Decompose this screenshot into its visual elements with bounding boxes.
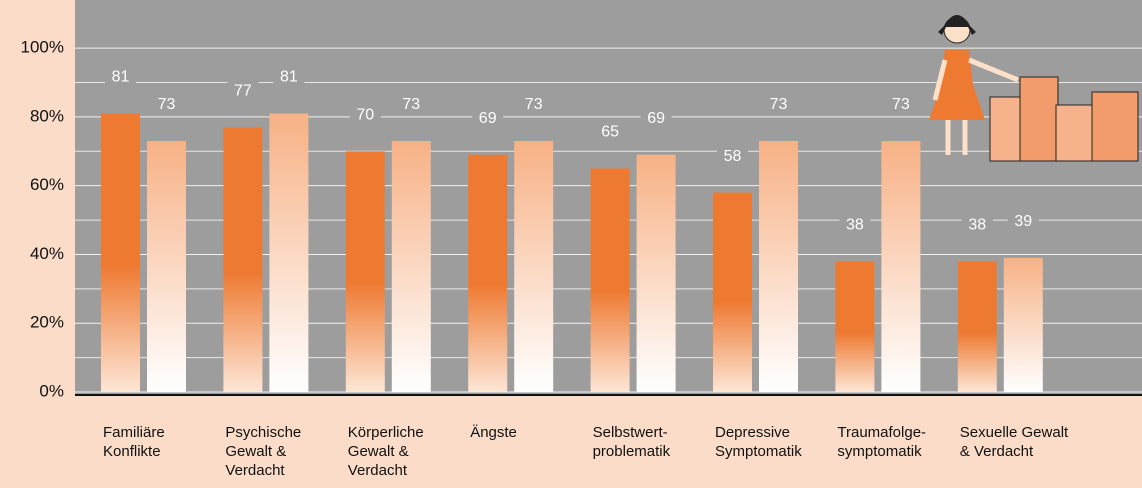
value-label-bg [472, 108, 504, 129]
x-tick-label: Körperliche [348, 424, 424, 441]
value-label: 73 [770, 96, 788, 113]
value-label: 77 [234, 82, 252, 99]
bar [759, 140, 798, 392]
x-tick-label: Ängste [470, 424, 517, 441]
bar [468, 154, 508, 392]
value-label: 81 [112, 69, 130, 86]
value-label: 38 [968, 217, 986, 234]
x-tick-label: Psychische [225, 424, 301, 441]
value-label-bg [1007, 211, 1039, 232]
value-label-bg [151, 94, 182, 115]
y-tick-label: 40% [30, 244, 64, 263]
value-label-bg [518, 94, 550, 115]
bar [713, 192, 752, 392]
x-tick-label: Selbstwert- [593, 424, 668, 441]
x-tick-label: Konflikte [103, 443, 161, 460]
value-label-bg [885, 94, 917, 115]
bar [269, 113, 309, 392]
x-tick-label: & Verdacht [960, 443, 1034, 460]
value-label-bg [105, 67, 136, 88]
value-label: 38 [846, 217, 864, 234]
illustration [929, 15, 1139, 162]
bar [881, 140, 921, 392]
value-label: 70 [356, 107, 374, 124]
x-tick-label: Verdacht [225, 462, 285, 479]
bar [636, 154, 676, 392]
value-label: 69 [647, 110, 665, 127]
x-tick-label: Familiäre [103, 424, 165, 441]
y-tick-label: 100% [21, 38, 64, 57]
value-label-bg [349, 105, 381, 126]
y-tick-label: 0% [39, 381, 64, 400]
x-tick-label: Symptomatik [715, 443, 802, 460]
bar [147, 140, 186, 392]
x-tick-label: Traumafolge- [837, 424, 926, 441]
bar [590, 168, 630, 392]
value-label-bg [594, 122, 626, 143]
value-label-bg [839, 215, 871, 236]
x-tick-label: problematik [593, 443, 671, 460]
bar [391, 140, 431, 392]
value-label: 58 [724, 148, 742, 165]
bar [101, 113, 140, 392]
x-tick-label: symptomatik [837, 443, 922, 460]
y-tick-label: 20% [30, 313, 64, 332]
x-tick-label: Gewalt & [225, 443, 286, 460]
bar [1003, 257, 1043, 392]
value-label-bg [763, 94, 794, 115]
value-label-bg [395, 94, 427, 115]
x-tick-label: Sexuelle Gewalt [960, 424, 1069, 441]
value-label-bg [961, 215, 993, 236]
x-tick-label: Verdacht [348, 462, 408, 479]
value-label: 73 [892, 96, 910, 113]
y-tick-label: 60% [30, 175, 64, 194]
value-label: 69 [479, 110, 497, 127]
value-label-bg [273, 67, 305, 88]
x-tick-label: Depressive [715, 424, 790, 441]
bar [957, 261, 997, 392]
value-label-bg [640, 108, 672, 129]
value-label: 39 [1014, 213, 1032, 230]
value-label: 81 [280, 69, 298, 86]
value-label: 65 [601, 124, 619, 141]
value-label: 73 [525, 96, 543, 113]
y-tick-label: 80% [30, 106, 64, 125]
bar [514, 140, 554, 392]
bar [345, 151, 385, 392]
value-label-bg [717, 146, 748, 167]
bar [835, 261, 875, 392]
value-label: 73 [402, 96, 420, 113]
value-label-bg [227, 81, 259, 102]
value-label: 73 [158, 96, 176, 113]
bar [223, 127, 263, 392]
x-tick-label: Gewalt & [348, 443, 409, 460]
